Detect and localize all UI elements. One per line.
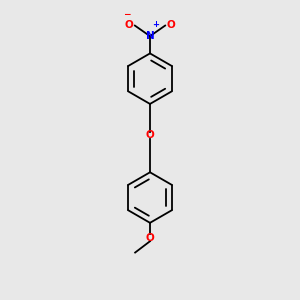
Text: O: O: [146, 233, 154, 243]
Text: −: −: [123, 10, 130, 19]
Text: O: O: [125, 20, 134, 30]
Text: O: O: [167, 20, 175, 30]
Text: O: O: [146, 130, 154, 140]
Text: +: +: [152, 20, 159, 29]
Text: N: N: [146, 31, 154, 41]
